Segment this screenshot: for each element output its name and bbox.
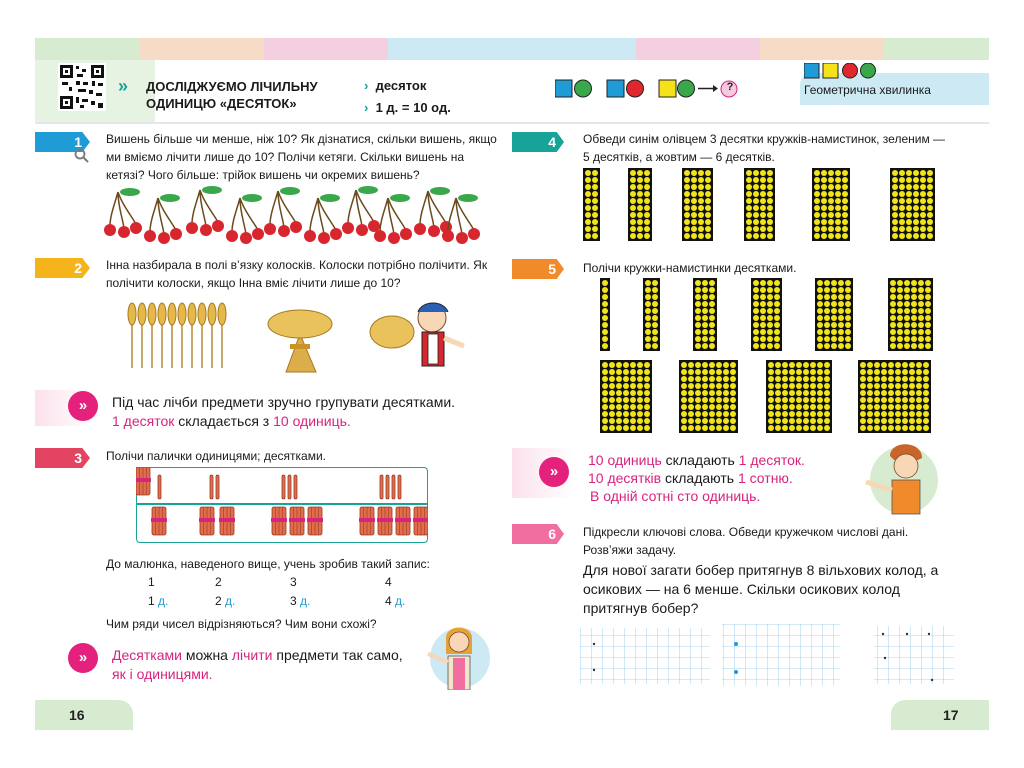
top-strip bbox=[760, 38, 884, 60]
bead-block bbox=[583, 168, 600, 241]
lesson-title: ДОСЛІДЖУЄМО ЛІЧИЛЬНУ ОДИНИЦЮ «ДЕСЯТОК» bbox=[146, 79, 318, 111]
record-row-1-c: 3 bbox=[290, 575, 297, 589]
bead-block bbox=[643, 278, 660, 351]
info-3-line-2: 10 десятків складають 1 сотню. bbox=[588, 470, 793, 486]
task-number-tag: 5 bbox=[512, 259, 564, 279]
record-row-2-b: 2 д. bbox=[215, 594, 236, 608]
page-number-right: 17 bbox=[891, 700, 989, 730]
counting-sticks bbox=[136, 467, 428, 536]
bead-block bbox=[815, 278, 853, 351]
bead-block bbox=[858, 360, 931, 433]
info-2-line-1: Десятками можна лічити предмети так само… bbox=[112, 647, 403, 663]
top-strip bbox=[35, 38, 140, 60]
record-row-1-a: 1 bbox=[148, 575, 155, 589]
shapes-icon bbox=[804, 63, 876, 79]
qr-code-icon[interactable] bbox=[58, 63, 106, 111]
bead-block bbox=[600, 360, 652, 433]
task-number-tag: 2 bbox=[35, 258, 90, 278]
task-5-text: Полічи кружки-намистинки десятками. bbox=[583, 261, 797, 275]
geometry-label: Геометрична хвилинка bbox=[804, 83, 931, 97]
info-2-line-2: як і одиницями. bbox=[112, 666, 213, 682]
teacher-illustration bbox=[427, 627, 490, 690]
bead-block bbox=[693, 278, 717, 351]
topic-bullet-2: › 1 д. = 10 од. bbox=[364, 100, 451, 115]
record-row-2-d: 4 д. bbox=[385, 594, 406, 608]
task-3-question: Чим ряди чисел відрізняються? Чим вони с… bbox=[106, 617, 377, 631]
bead-block bbox=[751, 278, 782, 351]
task-3-record-intro: До малюнка, наведеного вище, учень зроби… bbox=[106, 557, 430, 571]
topic-bullet-1: › десяток bbox=[364, 78, 427, 93]
boy-illustration bbox=[865, 444, 938, 515]
record-row-1-b: 2 bbox=[215, 575, 222, 589]
top-strip bbox=[140, 38, 264, 60]
bead-block bbox=[766, 360, 832, 433]
task-number-tag: 6 bbox=[512, 524, 564, 544]
info-tip-icon: » bbox=[62, 638, 108, 684]
info-3-line-1: 10 одиниць складають 1 десяток. bbox=[588, 452, 805, 468]
task-number-tag: 3 bbox=[35, 448, 90, 468]
task-2-text: Інна назбирала в полі в’язку колосків. К… bbox=[106, 258, 488, 290]
record-row-2-a: 1 д. bbox=[148, 594, 169, 608]
record-row-2-c: 3 д. bbox=[290, 594, 311, 608]
bead-block bbox=[888, 278, 933, 351]
top-strip bbox=[884, 38, 989, 60]
bead-block bbox=[628, 168, 652, 241]
task-4-text: Обведи синім олівцем 3 десятки кружків-н… bbox=[583, 132, 946, 164]
sequence-question: ? bbox=[726, 81, 734, 93]
info-3-line-3: В одній сотні сто одиниць. bbox=[590, 488, 761, 504]
info-1-line-1: Під час лічби предмети зручно групувати … bbox=[112, 394, 456, 410]
wheat-illustration bbox=[127, 302, 465, 373]
bead-block bbox=[600, 278, 610, 351]
bead-block bbox=[890, 168, 935, 241]
magnifier-icon bbox=[74, 148, 89, 163]
bead-block bbox=[682, 168, 713, 241]
task-6-text: Підкресли ключові слова. Обведи кружечко… bbox=[583, 525, 909, 557]
task-6-problem: Для нової загати бобер притягнув 8 вільх… bbox=[583, 562, 939, 616]
sticks-frame bbox=[136, 467, 428, 543]
top-strip bbox=[512, 38, 636, 60]
answer-grids bbox=[580, 624, 954, 686]
record-row-1-d: 4 bbox=[385, 575, 392, 589]
task-3-text: Полічи палички одиницями; десятками. bbox=[106, 449, 326, 463]
double-chevron-icon: » bbox=[118, 76, 129, 96]
top-strip bbox=[388, 38, 512, 60]
cherries-illustration bbox=[104, 186, 481, 245]
sticks-divider bbox=[136, 503, 428, 505]
top-strip bbox=[264, 38, 388, 60]
page-number-left: 16 bbox=[35, 700, 133, 730]
info-tip-icon: » bbox=[533, 452, 579, 498]
bead-block bbox=[744, 168, 775, 241]
task-1-text: Вишень більше чи менше, ніж 10? Як дізна… bbox=[106, 132, 497, 182]
bead-block bbox=[679, 360, 738, 433]
info-1-line-2: 1 десяток складається з 10 одиниць. bbox=[112, 413, 351, 429]
shape-sequence bbox=[555, 79, 738, 98]
task-number-tag: 1 bbox=[35, 132, 90, 152]
bead-block bbox=[812, 168, 850, 241]
top-strip bbox=[636, 38, 760, 60]
task-number-tag: 4 bbox=[512, 132, 564, 152]
info-tip-icon: » bbox=[62, 386, 108, 432]
